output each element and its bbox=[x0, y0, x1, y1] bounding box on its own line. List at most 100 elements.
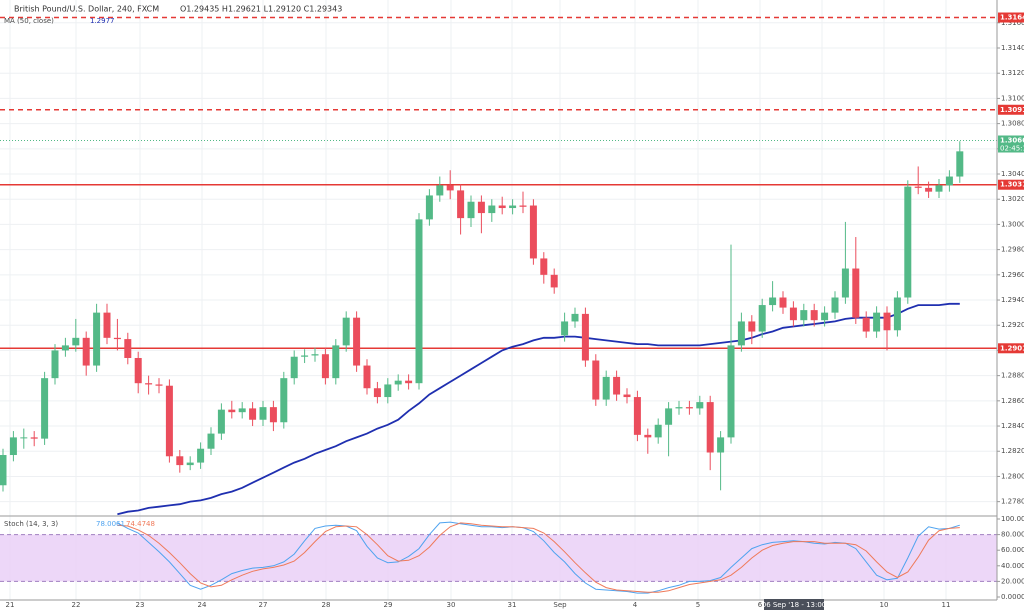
candle-body bbox=[477, 201, 485, 214]
candle-body bbox=[61, 345, 69, 351]
candle-body bbox=[540, 258, 548, 275]
level-tag-label: 1.30910 bbox=[1000, 106, 1024, 114]
ma-line bbox=[117, 302, 960, 516]
candle-body bbox=[113, 337, 121, 340]
x-tick-label: 11 bbox=[942, 601, 951, 609]
candle-body bbox=[165, 385, 173, 457]
last-price-tag bbox=[998, 135, 1024, 153]
x-tick-label: 5 bbox=[696, 601, 700, 609]
candle-body bbox=[457, 190, 465, 219]
candle-body bbox=[51, 350, 59, 379]
candle-body bbox=[665, 408, 673, 425]
candle-body bbox=[613, 376, 621, 395]
candle-body bbox=[644, 434, 652, 438]
candle-body bbox=[727, 345, 735, 438]
stoch-y-tick-label: 0.0000 bbox=[1001, 593, 1024, 601]
y-tick-label: 1.28800 bbox=[1001, 372, 1024, 380]
candle-body bbox=[269, 407, 277, 423]
stoch-label: Stoch (14, 3, 3) bbox=[4, 520, 58, 528]
candle-body bbox=[134, 357, 142, 384]
candle-body bbox=[342, 317, 350, 346]
candle-body bbox=[696, 402, 704, 409]
ohlc-header: O1.29435 H1.29621 L1.29120 C1.29343 bbox=[180, 5, 342, 14]
candle-body bbox=[737, 321, 745, 346]
y-tick-label: 1.31000 bbox=[1001, 94, 1024, 102]
candle-body bbox=[571, 313, 579, 322]
level-tag-label: 1.31642 bbox=[1000, 14, 1024, 22]
candle-body bbox=[0, 455, 7, 486]
x-tick-label: 22 bbox=[72, 601, 81, 609]
candle-body bbox=[592, 360, 600, 400]
stoch-y-tick-label: 80.0000 bbox=[1001, 531, 1024, 539]
candle-body bbox=[197, 448, 205, 463]
candle-body bbox=[633, 397, 641, 435]
x-tick-label: 4 bbox=[633, 601, 638, 609]
candle-body bbox=[259, 407, 267, 420]
candle-body bbox=[685, 407, 693, 409]
candle-body bbox=[446, 185, 454, 191]
candle-body bbox=[415, 219, 423, 384]
candle-body bbox=[72, 337, 80, 346]
candle-body bbox=[488, 205, 496, 214]
y-tick-label: 1.31200 bbox=[1001, 69, 1024, 77]
x-tick-label: 23 bbox=[136, 601, 145, 609]
y-tick-label: 1.27800 bbox=[1001, 498, 1024, 506]
x-tick-label: Sep bbox=[553, 601, 567, 609]
candle-body bbox=[186, 462, 194, 466]
candle-body bbox=[706, 402, 714, 453]
candle-body bbox=[675, 407, 683, 409]
candle-body bbox=[155, 384, 163, 386]
candle-body bbox=[758, 305, 766, 332]
candle-body bbox=[425, 195, 433, 220]
candle-body bbox=[103, 312, 111, 338]
candle-body bbox=[41, 378, 49, 439]
candle-body bbox=[935, 185, 943, 192]
candle-body bbox=[321, 354, 329, 379]
candle-body bbox=[394, 380, 402, 385]
candle-body bbox=[769, 297, 777, 306]
crosshair-tag bbox=[764, 599, 824, 610]
y-tick-label: 1.30800 bbox=[1001, 120, 1024, 128]
countdown: 02:45:17 bbox=[1000, 145, 1024, 153]
stoch-band bbox=[0, 534, 997, 582]
y-tick-label: 1.31400 bbox=[1001, 44, 1024, 52]
crosshair-label: 06 Sep '18 - 13:00 bbox=[762, 601, 827, 609]
candle-body bbox=[800, 310, 808, 321]
ma-label: MA (50, close) bbox=[4, 17, 54, 25]
candle-body bbox=[384, 384, 392, 398]
candle-body bbox=[893, 297, 901, 331]
candle-body bbox=[363, 365, 371, 389]
candle-body bbox=[561, 321, 569, 336]
candle-body bbox=[904, 186, 912, 298]
y-tick-label: 1.30200 bbox=[1001, 195, 1024, 203]
candle-body bbox=[176, 456, 184, 466]
x-tick-label: 6 bbox=[758, 601, 763, 609]
stoch-y-tick-label: 20.0000 bbox=[1001, 577, 1024, 585]
candle-body bbox=[925, 187, 933, 192]
candle-body bbox=[841, 268, 849, 298]
y-tick-label: 1.29800 bbox=[1001, 246, 1024, 254]
candle-body bbox=[717, 437, 725, 453]
candle-body bbox=[467, 201, 475, 219]
stoch-y-tick-label: 100.0000 bbox=[1001, 515, 1024, 523]
candle-body bbox=[873, 312, 881, 332]
candle-body bbox=[124, 339, 132, 358]
y-tick-label: 1.28400 bbox=[1001, 422, 1024, 430]
last-price-label: 1.30666 bbox=[1000, 137, 1024, 145]
candle-body bbox=[20, 437, 28, 439]
candle-body bbox=[238, 408, 246, 413]
x-tick-label: 27 bbox=[259, 601, 268, 609]
candle-body bbox=[862, 317, 870, 332]
candle-body bbox=[748, 321, 756, 332]
candle-body bbox=[30, 437, 38, 439]
x-tick-label: 21 bbox=[6, 601, 15, 609]
candle-body bbox=[93, 312, 101, 366]
y-tick-label: 1.30000 bbox=[1001, 220, 1024, 228]
x-tick-label: 24 bbox=[198, 601, 207, 609]
x-tick-label: 29 bbox=[384, 601, 393, 609]
level-tag-label: 1.29017 bbox=[1000, 344, 1024, 352]
candle-body bbox=[654, 424, 662, 438]
level-tag-label: 1.30315 bbox=[1000, 181, 1024, 189]
candle-body bbox=[883, 312, 891, 331]
y-tick-label: 1.29200 bbox=[1001, 321, 1024, 329]
